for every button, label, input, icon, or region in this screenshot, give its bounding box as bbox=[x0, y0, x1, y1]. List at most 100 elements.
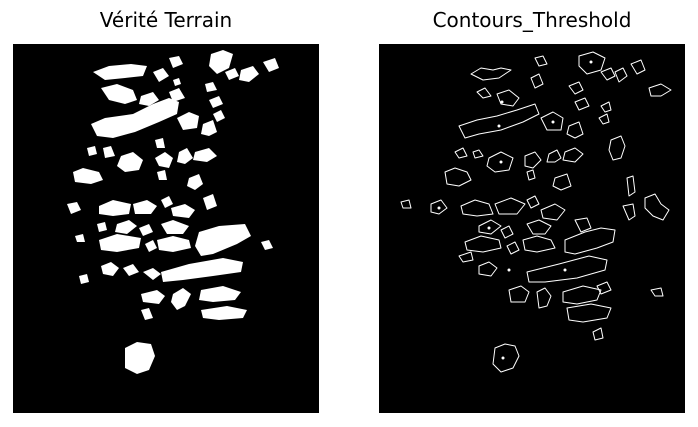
mask-blob bbox=[139, 92, 159, 106]
contour-outline bbox=[444, 167, 472, 187]
contour-outline bbox=[470, 67, 512, 81]
contour-outline bbox=[578, 51, 606, 75]
contour-outline bbox=[526, 255, 608, 283]
mask-blob bbox=[261, 240, 273, 250]
contour-outline bbox=[552, 173, 572, 191]
mask-blob bbox=[161, 220, 189, 234]
contour-centroid bbox=[497, 124, 501, 128]
contour-outline bbox=[566, 303, 612, 323]
contour-centroid bbox=[437, 206, 441, 210]
mask-blob bbox=[99, 200, 131, 216]
contour-outline bbox=[626, 175, 636, 197]
mask-blob bbox=[169, 88, 185, 102]
contour-centroid bbox=[507, 268, 511, 272]
contour-centroid bbox=[500, 100, 504, 104]
contour-centroid bbox=[551, 120, 555, 124]
contour-outline bbox=[574, 217, 592, 233]
mask-blob bbox=[203, 194, 217, 210]
contour-outline bbox=[574, 97, 590, 111]
contour-outline bbox=[648, 83, 672, 97]
mask-blob bbox=[125, 342, 155, 374]
contour-outline bbox=[472, 149, 484, 159]
mask-blob bbox=[91, 98, 179, 138]
mask-blob bbox=[155, 138, 165, 148]
mask-blob bbox=[141, 308, 153, 320]
contour-outline bbox=[592, 327, 604, 341]
mask-blob bbox=[205, 82, 217, 92]
mask-blob bbox=[199, 286, 241, 302]
contour-outline bbox=[540, 203, 566, 221]
contour-outline bbox=[540, 111, 564, 131]
contour-outline bbox=[524, 151, 542, 169]
contour-outline bbox=[598, 113, 610, 125]
contour-outline bbox=[562, 147, 584, 163]
mask-blob bbox=[67, 202, 81, 214]
mask-blob bbox=[153, 68, 169, 82]
mask-blob bbox=[177, 148, 193, 164]
mask-blob bbox=[201, 120, 217, 136]
contour-outline bbox=[564, 227, 616, 255]
contour-outline bbox=[622, 203, 636, 221]
mask-blob bbox=[93, 64, 147, 80]
contour-outline bbox=[526, 219, 552, 235]
contour-outline bbox=[464, 235, 502, 253]
contour-outline bbox=[630, 59, 646, 75]
contour-outline bbox=[526, 195, 540, 209]
contour-outline bbox=[644, 193, 670, 221]
contour-centroid bbox=[499, 160, 503, 164]
mask-blob bbox=[209, 96, 223, 108]
mask-blob bbox=[103, 146, 115, 158]
contour-outline bbox=[458, 251, 474, 263]
contour-outline bbox=[492, 343, 520, 373]
contour-outline bbox=[458, 103, 540, 139]
contour-outline bbox=[614, 67, 628, 83]
mask-blob bbox=[225, 68, 239, 80]
contour-outline bbox=[460, 199, 494, 217]
contour-outline bbox=[476, 87, 492, 99]
contours-threshold-title: Contours_Threshold bbox=[432, 8, 632, 32]
ground-truth-mask-svg bbox=[67, 50, 279, 374]
mask-blob bbox=[97, 222, 107, 232]
mask-blob bbox=[139, 224, 153, 236]
mask-blob bbox=[101, 84, 137, 104]
contour-outline bbox=[608, 135, 626, 161]
mask-blob bbox=[201, 306, 247, 320]
mask-blob bbox=[157, 170, 167, 180]
mask-blob bbox=[171, 204, 195, 218]
mask-blob bbox=[143, 268, 161, 280]
contour-outline bbox=[430, 199, 448, 215]
contour-outline bbox=[562, 285, 602, 305]
ground-truth-mask-image bbox=[13, 44, 319, 413]
mask-blob bbox=[79, 274, 89, 284]
mask-blob bbox=[75, 234, 85, 242]
mask-blob bbox=[195, 224, 251, 256]
contour-outline bbox=[566, 121, 584, 139]
contour-outline bbox=[478, 219, 502, 235]
contour-outline bbox=[546, 149, 562, 163]
contour-outline bbox=[506, 241, 520, 255]
contour-centroid bbox=[563, 268, 567, 272]
contours-threshold-image bbox=[379, 44, 685, 413]
mask-blob bbox=[263, 58, 279, 72]
contour-outline bbox=[478, 261, 498, 277]
mask-blob bbox=[161, 196, 173, 208]
contour-centroid bbox=[589, 60, 593, 64]
mask-blob bbox=[87, 146, 97, 156]
mask-blob bbox=[177, 112, 199, 130]
mask-blob bbox=[187, 174, 203, 190]
contour-outline bbox=[568, 81, 584, 95]
mask-blob bbox=[141, 290, 165, 304]
mask-blob bbox=[115, 220, 137, 234]
mask-blob bbox=[117, 152, 143, 172]
mask-blob bbox=[161, 258, 243, 282]
mask-blob bbox=[193, 148, 217, 162]
contour-outline bbox=[454, 147, 468, 159]
contour-centroid bbox=[487, 226, 491, 230]
contours-threshold-svg bbox=[400, 51, 672, 373]
contour-outline bbox=[496, 89, 520, 107]
contour-outline bbox=[526, 169, 536, 181]
contour-outline bbox=[494, 197, 526, 215]
contour-outline bbox=[596, 281, 612, 295]
mask-blob bbox=[133, 200, 157, 214]
contour-outline bbox=[400, 199, 412, 209]
